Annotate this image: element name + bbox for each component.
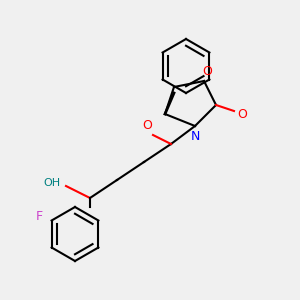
Text: O: O bbox=[142, 119, 152, 132]
Text: O: O bbox=[237, 107, 247, 121]
Text: F: F bbox=[35, 209, 43, 223]
Text: N: N bbox=[190, 130, 200, 143]
Text: OH: OH bbox=[43, 178, 60, 188]
Text: O: O bbox=[202, 65, 212, 78]
